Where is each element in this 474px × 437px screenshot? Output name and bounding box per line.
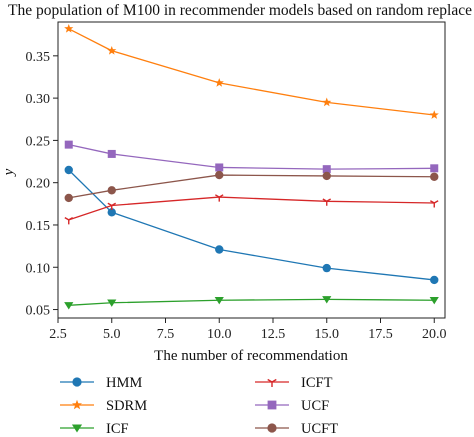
data-point-sdrm (429, 110, 439, 119)
x-tick-label: 7.5 (157, 327, 175, 342)
y-tick-label: 0.30 (26, 92, 51, 107)
x-tick-label: 15.0 (315, 327, 340, 342)
legend-marker-hmm (72, 377, 82, 387)
x-tick-label: 2.5 (49, 327, 67, 342)
legend-marker-icft (267, 378, 277, 387)
series-layer (64, 23, 439, 310)
legend-label-ucf: UCF (301, 398, 329, 414)
data-point-icf (322, 296, 332, 304)
data-point-icft (322, 198, 332, 206)
x-tick-label: 17.5 (368, 327, 393, 342)
data-point-ucf (64, 140, 73, 149)
data-point-ucft (430, 172, 439, 181)
series-line-sdrm (68, 28, 435, 116)
chart-title: The population of M100 in recommender mo… (8, 2, 473, 19)
data-point-ucft (64, 193, 73, 203)
series-line-hmm (68, 169, 435, 281)
series-line-icf (68, 298, 435, 306)
data-point-hmm (215, 245, 224, 254)
x-tick-label: 10.0 (207, 327, 232, 342)
legend-marker-sdrm (71, 399, 83, 410)
legend-marker-ucft (267, 423, 277, 433)
plot-area (57, 21, 446, 319)
data-point-ucf (215, 163, 224, 172)
data-point-hmm (64, 165, 73, 175)
legend: HMM SDRM ICF ICFT UCF UCFT (60, 375, 338, 437)
legend-label-hmm: HMM (106, 375, 142, 391)
data-point-icft (214, 194, 224, 202)
data-point-icft (107, 202, 117, 211)
x-axis-label: The number of recommendation (154, 348, 348, 364)
legend-label-icft: ICFT (301, 375, 333, 391)
y-tick-label: 0.15 (26, 219, 51, 234)
y-axis-label: y (1, 168, 17, 177)
x-tick-label: 5.0 (103, 327, 121, 342)
y-tick-label: 0.25 (26, 134, 51, 149)
y-tick-label: 0.20 (26, 177, 51, 192)
data-point-hmm (430, 275, 439, 285)
data-point-icft (429, 200, 439, 208)
data-point-icf (214, 297, 224, 305)
series-line-ucft (68, 174, 435, 199)
data-point-sdrm (107, 45, 117, 55)
y-tick-label: 0.05 (26, 304, 51, 319)
legend-label-sdrm: SDRM (106, 398, 147, 414)
x-tick-label: 12.5 (261, 327, 286, 342)
y-axis-ticks: 0.05 0.10 0.15 0.20 0.25 0.30 0.35 (26, 50, 58, 319)
data-point-sdrm (322, 97, 332, 107)
data-point-ucf (322, 165, 331, 174)
series-line-ucf (68, 143, 435, 170)
data-point-hmm (322, 263, 331, 273)
x-axis-ticks: 2.5 5.0 7.5 10.0 12.5 15.0 17.5 20.0 (49, 318, 447, 342)
data-point-icft (64, 217, 74, 225)
data-point-ucft (107, 186, 116, 195)
legend-label-icf: ICF (106, 421, 129, 437)
data-point-sdrm (64, 23, 74, 33)
y-tick-label: 0.10 (26, 261, 51, 276)
x-tick-label: 20.0 (422, 327, 447, 342)
data-point-icf (429, 297, 439, 305)
data-point-sdrm (214, 78, 224, 87)
y-tick-label: 0.35 (26, 50, 51, 65)
data-point-ucf (430, 164, 439, 173)
data-point-hmm (107, 208, 116, 217)
data-point-icf (64, 302, 74, 310)
legend-label-ucft: UCFT (301, 421, 338, 437)
legend-marker-icf (71, 424, 83, 433)
legend-marker-ucf (267, 400, 277, 410)
data-point-ucft (215, 170, 224, 180)
data-point-ucft (322, 171, 331, 181)
data-point-icf (107, 299, 117, 307)
data-point-ucf (107, 149, 116, 158)
